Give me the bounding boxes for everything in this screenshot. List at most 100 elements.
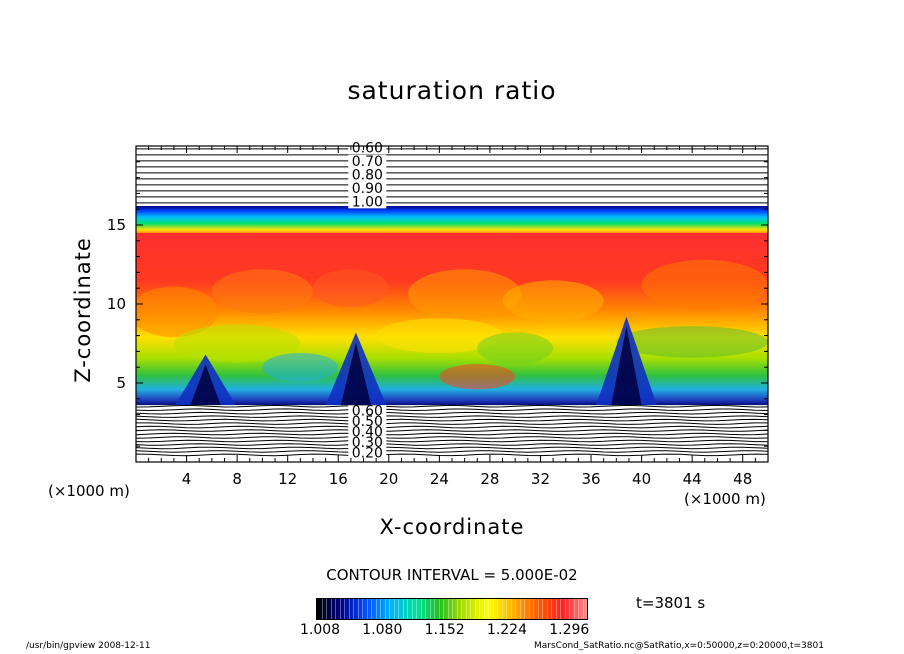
colorbar-tick-label: 1.296 (549, 622, 590, 638)
colorbar-step (578, 599, 579, 619)
colorbar-step (582, 599, 584, 619)
x-tick-label: 28 (480, 470, 499, 488)
footer-left: /usr/bin/gpview 2008-12-11 (26, 641, 151, 651)
colorbar-step (371, 599, 372, 619)
colorbar-step (344, 599, 345, 619)
contour-label-bg (348, 168, 387, 182)
colorbar-step (447, 599, 449, 619)
contour-labels: 0.600.700.800.901.000.600.500.400.300.20 (348, 140, 387, 461)
surface-band (136, 405, 768, 410)
contour-label-bg (348, 447, 387, 459)
contour-label-bg (348, 436, 387, 448)
contour-line (136, 422, 768, 425)
colorbar-step (479, 599, 480, 619)
field-patch (616, 326, 768, 358)
contour-label-bg (348, 415, 387, 427)
colorbar-tick-label: 1.224 (486, 622, 528, 638)
colorbar-step (321, 599, 323, 619)
field-patch (407, 269, 522, 320)
colorbar-step (501, 599, 503, 619)
colorbar (316, 598, 588, 620)
contour-label: 0.20 (352, 445, 383, 461)
contour-line (136, 443, 768, 446)
x-tick-label: 24 (430, 470, 449, 488)
colorbar-step (542, 599, 543, 619)
colorbar-step (335, 599, 336, 619)
contour-line (136, 446, 768, 450)
contour-line (136, 404, 768, 408)
colorbar-step (546, 599, 548, 619)
x-tick-label: 32 (531, 470, 550, 488)
contour-label: 0.80 (352, 167, 383, 183)
colorbar-step (411, 599, 413, 619)
contour-line (136, 408, 768, 412)
x-tick-label: 16 (329, 470, 348, 488)
y-tick-label: 15 (107, 216, 126, 234)
cloud-core (611, 326, 642, 406)
colorbar-step (407, 599, 408, 619)
contour-label-bg (348, 181, 387, 195)
colorbar-step (375, 599, 377, 619)
contour-line (136, 411, 768, 415)
colorbar-step (506, 599, 507, 619)
y-tick-label: 5 (116, 374, 126, 392)
colorbar-step (429, 599, 431, 619)
colorbar-step (366, 599, 368, 619)
colorbar-step (452, 599, 453, 619)
contour-label: 0.90 (352, 181, 383, 197)
colorbar-step (425, 599, 426, 619)
colorbar-step (569, 599, 570, 619)
colorbar-step (357, 599, 359, 619)
field-patch (376, 318, 503, 353)
contour-label-bg (348, 405, 387, 417)
contour-line (136, 418, 768, 422)
colorbar-step (330, 599, 332, 619)
colorbar-step (573, 599, 575, 619)
contour-line (136, 439, 768, 443)
contour-line (136, 453, 768, 457)
colorbar-step (528, 599, 530, 619)
x-tick-label: 8 (232, 470, 242, 488)
upper-gradient-band (136, 206, 768, 238)
contour-label-bg (348, 426, 387, 438)
chart-title: saturation ratio (347, 76, 557, 105)
contour-label: 0.30 (352, 435, 383, 451)
colorbar-step (438, 599, 440, 619)
colorbar-step (555, 599, 557, 619)
x-unit-right: (×1000 m) (684, 490, 766, 508)
colorbar-step (416, 599, 417, 619)
colorbar-step (537, 599, 539, 619)
contour-label: 0.50 (352, 414, 383, 430)
contour-line (136, 415, 768, 418)
x-tick-label: 20 (379, 470, 398, 488)
contour-label: 1.00 (352, 194, 383, 210)
colorbar-step (384, 599, 386, 619)
y-tick-label: 10 (107, 295, 126, 313)
colorbar-step (380, 599, 381, 619)
colorbar-step (524, 599, 525, 619)
field-patch (439, 364, 516, 390)
x-tick-label: 44 (683, 470, 702, 488)
colorbar-step (420, 599, 422, 619)
colorbar-step (339, 599, 341, 619)
footer-right: MarsCond_SatRatio.nc@SatRatio,x=0:50000,… (534, 641, 824, 651)
x-tick-label: 36 (581, 470, 600, 488)
colorbar-step (393, 599, 395, 619)
contour-label-bg (348, 195, 387, 209)
contour-line (136, 436, 768, 439)
x-tick-label: 40 (632, 470, 651, 488)
field-patch (477, 332, 554, 365)
colorbar-step (348, 599, 350, 619)
colorbar-step (483, 599, 485, 619)
contour-label-bg (348, 154, 387, 168)
field-patch (136, 286, 219, 338)
x-tick-label: 12 (278, 470, 297, 488)
colorbar-step (465, 599, 467, 619)
colorbar-step (497, 599, 498, 619)
field-patch (173, 324, 301, 363)
contour-line (136, 450, 768, 453)
colorbar-step (519, 599, 521, 619)
colorbar-step (474, 599, 476, 619)
